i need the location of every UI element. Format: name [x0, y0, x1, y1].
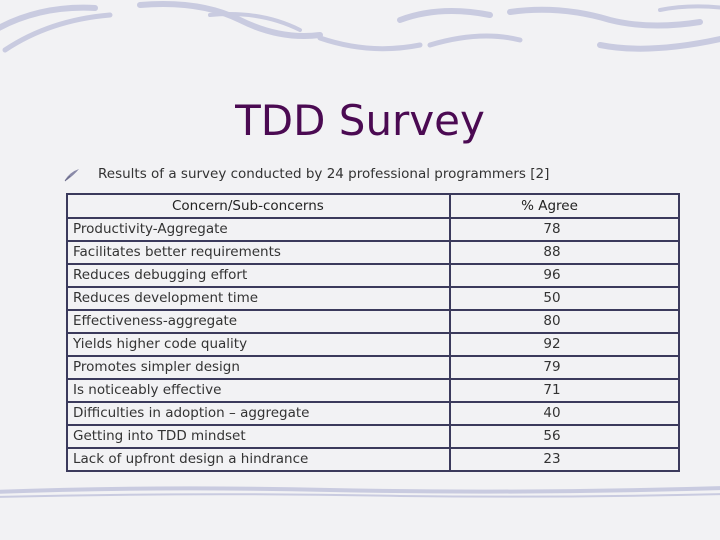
column-header-concern: Concern/Sub-concerns: [66, 193, 451, 219]
table-row: Yields higher code quality 92: [66, 332, 680, 357]
row-value: 88: [449, 240, 680, 265]
table-row: Lack of upfront design a hindrance 23: [66, 447, 680, 472]
table-row: Reduces development time 50: [66, 286, 680, 311]
row-value: 80: [449, 309, 680, 334]
row-value: 40: [449, 401, 680, 426]
row-value: 92: [449, 332, 680, 357]
row-value: 71: [449, 378, 680, 403]
row-label: Difficulties in adoption – aggregate: [66, 401, 451, 426]
survey-table: Concern/Sub-concerns % Agree Productivit…: [66, 193, 680, 472]
row-label: Is noticeably effective: [66, 378, 451, 403]
table-row: Difficulties in adoption – aggregate 40: [66, 401, 680, 426]
row-label: Effectiveness-aggregate: [66, 309, 451, 334]
column-header-agree: % Agree: [449, 193, 680, 219]
quill-bullet-icon: [64, 169, 79, 182]
table-row: Getting into TDD mindset 56: [66, 424, 680, 449]
row-value: 23: [449, 447, 680, 472]
row-label: Promotes simpler design: [66, 355, 451, 380]
row-label: Facilitates better requirements: [66, 240, 451, 265]
row-label: Yields higher code quality: [66, 332, 451, 357]
table-row: Effectiveness-aggregate 80: [66, 309, 680, 334]
table-row: Reduces debugging effort 96: [66, 263, 680, 288]
row-label: Reduces debugging effort: [66, 263, 451, 288]
row-value: 79: [449, 355, 680, 380]
table-row: Promotes simpler design 79: [66, 355, 680, 380]
row-value: 96: [449, 263, 680, 288]
row-value: 50: [449, 286, 680, 311]
bullet-text: Results of a survey conducted by 24 prof…: [98, 166, 550, 182]
row-value: 56: [449, 424, 680, 449]
row-label: Reduces development time: [66, 286, 451, 311]
decorative-swash-top: [0, 1, 720, 53]
row-label: Lack of upfront design a hindrance: [66, 447, 451, 472]
table-row: Is noticeably effective 71: [66, 378, 680, 403]
table-row: Productivity-Aggregate 78: [66, 217, 680, 242]
table-row: Facilitates better requirements 88: [66, 240, 680, 265]
row-label: Productivity-Aggregate: [66, 217, 451, 242]
decorative-swash-bottom: [0, 486, 720, 498]
table-header-row: Concern/Sub-concerns % Agree: [66, 193, 680, 219]
slide-title: TDD Survey: [235, 96, 485, 145]
row-label: Getting into TDD mindset: [66, 424, 451, 449]
row-value: 78: [449, 217, 680, 242]
